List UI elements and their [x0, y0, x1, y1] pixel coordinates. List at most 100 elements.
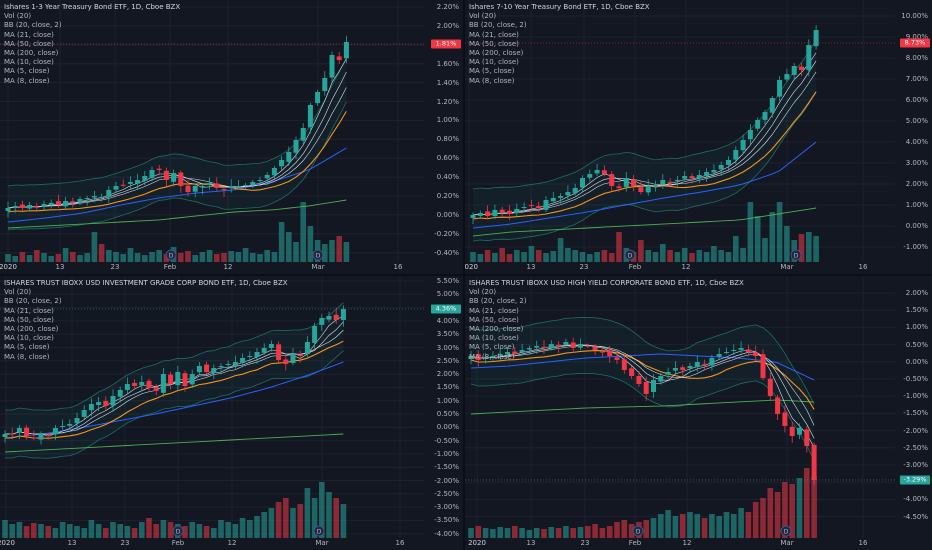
- time-tick: 23: [110, 263, 120, 271]
- indicator-ma21[interactable]: MA (21, close): [469, 30, 519, 39]
- grid: [465, 276, 895, 538]
- indicator-ma200[interactable]: MA (200, close): [4, 325, 59, 334]
- price-axis[interactable]: 5.50%5.00%4.50%4.00%3.50%3.00%2.50%2.00%…: [425, 276, 463, 538]
- indicator-ma21[interactable]: MA (21, close): [4, 306, 54, 315]
- indicator-ma21[interactable]: MA (21, close): [4, 30, 54, 39]
- price-axis[interactable]: 2.00% 1.50% 1.00% 0.50% 0.00% -0.50% -1.00% -1.…: [895, 276, 932, 538]
- ma50-line: [472, 141, 817, 229]
- bollinger-lower: [5, 350, 344, 459]
- price-tick: 2.50%: [436, 356, 459, 365]
- candle-body: [88, 404, 94, 411]
- indicator-ma5[interactable]: MA (5, close): [469, 67, 515, 76]
- dividend-badge: D: [780, 525, 792, 537]
- indicator-legend: ISHARES TRUST IBOXX USD HIGH YIELD CORPO…: [469, 279, 744, 362]
- symbol-title[interactable]: Ishares 7-10 Year Treasury Bond ETF, 1D,…: [469, 3, 650, 11]
- candle-body: [477, 213, 483, 216]
- indicator-ma8[interactable]: MA (8, close): [469, 76, 515, 85]
- price-tick: 5.50%: [436, 277, 459, 285]
- indicator-ma200[interactable]: MA (200, close): [4, 49, 59, 58]
- indicator-ma8[interactable]: MA (8, close): [4, 352, 50, 361]
- indicator-ma8[interactable]: MA (8, close): [4, 76, 50, 85]
- dividend-badge-label: D: [317, 529, 322, 536]
- time-axis[interactable]: 2020 13 23 Feb 12 Mar 16: [0, 538, 425, 550]
- volume-bar: [185, 251, 191, 262]
- candle-body: [31, 437, 37, 439]
- indicator-vol[interactable]: Vol (20): [4, 12, 32, 21]
- panel-divider-horizontal[interactable]: [0, 274, 932, 276]
- time-axis[interactable]: 2020 13 23 Feb 12 Mar 16: [465, 262, 895, 274]
- candle-body: [257, 180, 263, 181]
- time-axis[interactable]: 2020 13 23 Feb 12 Mar 16: [465, 538, 895, 550]
- candle-body: [48, 203, 54, 205]
- price-tick: -1.00%: [903, 392, 928, 401]
- candle-body: [74, 418, 80, 424]
- indicator-vol[interactable]: Vol (20): [469, 12, 497, 21]
- indicator-ma21[interactable]: MA (21, close): [469, 306, 519, 315]
- indicator-vol[interactable]: Vol (20): [4, 288, 32, 297]
- volume-bar: [242, 248, 249, 262]
- symbol-title[interactable]: Ishares 1-3 Year Treasury Bond ETF, 1D, …: [4, 3, 181, 11]
- indicator-ma10[interactable]: MA (10, close): [469, 58, 519, 67]
- indicator-bb[interactable]: BB (20, close, 2): [4, 21, 62, 30]
- candle-body: [556, 344, 562, 346]
- candle-body: [142, 176, 148, 181]
- indicator-ma10[interactable]: MA (10, close): [4, 334, 54, 343]
- candle-body: [711, 170, 717, 173]
- candle-body: [207, 183, 213, 185]
- price-tick: 4.00%: [436, 316, 459, 325]
- price-axis[interactable]: 10.00% 9.00% 8.00% 7.00% 6.00% 5.00% 4.00% 3.00…: [895, 0, 932, 262]
- indicator-ma50[interactable]: MA (50, close): [4, 39, 54, 48]
- indicator-bb[interactable]: BB (20, close, 2): [4, 297, 62, 306]
- candle-body: [189, 374, 195, 385]
- indicator-ma5[interactable]: MA (5, close): [4, 67, 50, 76]
- volume-bar: [153, 524, 159, 538]
- candle-body: [312, 326, 318, 343]
- time-tick: 2020: [468, 539, 486, 547]
- indicator-ma10[interactable]: MA (10, close): [469, 334, 519, 343]
- candle-body: [623, 178, 629, 187]
- price-tick: 2.00%: [905, 289, 928, 297]
- volume-bar: [275, 502, 282, 538]
- time-tick: Mar: [311, 263, 325, 271]
- indicator-vol[interactable]: Vol (20): [469, 288, 497, 297]
- volume-bar: [67, 524, 73, 538]
- candle-body: [709, 358, 715, 366]
- price-tick: -4.00%: [903, 495, 928, 504]
- indicator-ma200[interactable]: MA (200, close): [469, 325, 524, 334]
- candle-body: [777, 80, 783, 97]
- candle-body: [16, 428, 22, 433]
- indicator-ma50[interactable]: MA (50, close): [4, 315, 54, 324]
- time-axis[interactable]: 2020 13 23 Feb 12 Mar 16: [0, 262, 425, 274]
- volume-bar: [214, 254, 220, 262]
- indicator-ma50[interactable]: MA (50, close): [469, 39, 519, 48]
- volume-bar: [264, 250, 270, 262]
- indicator-bb[interactable]: BB (20, close, 2): [469, 21, 527, 30]
- candle-body: [322, 78, 328, 92]
- indicator-ma8[interactable]: MA (8, close): [469, 352, 515, 361]
- symbol-title[interactable]: ISHARES TRUST IBOXX USD INVESTMENT GRADE…: [4, 279, 288, 287]
- indicator-bb[interactable]: BB (20, close, 2): [469, 297, 527, 306]
- indicator-ma5[interactable]: MA (5, close): [469, 343, 515, 352]
- price-tick: 1.00%: [905, 323, 928, 332]
- volume-bar: [70, 252, 76, 262]
- price-tick: 0.60%: [436, 154, 459, 163]
- volume-bar: [134, 253, 141, 262]
- indicator-ma50[interactable]: MA (50, close): [469, 315, 519, 324]
- candle-body: [505, 352, 510, 355]
- indicator-ma200[interactable]: MA (200, close): [469, 49, 524, 58]
- symbol-title[interactable]: ISHARES TRUST IBOXX USD HIGH YIELD CORPO…: [469, 279, 744, 287]
- indicator-ma5[interactable]: MA (5, close): [4, 343, 50, 352]
- dividend-badge: D: [790, 249, 802, 261]
- volume-bar: [278, 222, 285, 262]
- candle-body: [38, 434, 44, 440]
- indicator-ma10[interactable]: MA (10, close): [4, 58, 54, 67]
- volume-bar: [55, 254, 62, 262]
